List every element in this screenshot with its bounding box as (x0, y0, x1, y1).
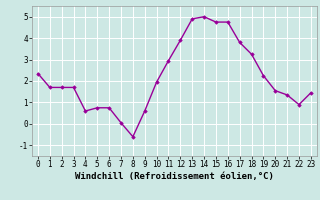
X-axis label: Windchill (Refroidissement éolien,°C): Windchill (Refroidissement éolien,°C) (75, 172, 274, 181)
